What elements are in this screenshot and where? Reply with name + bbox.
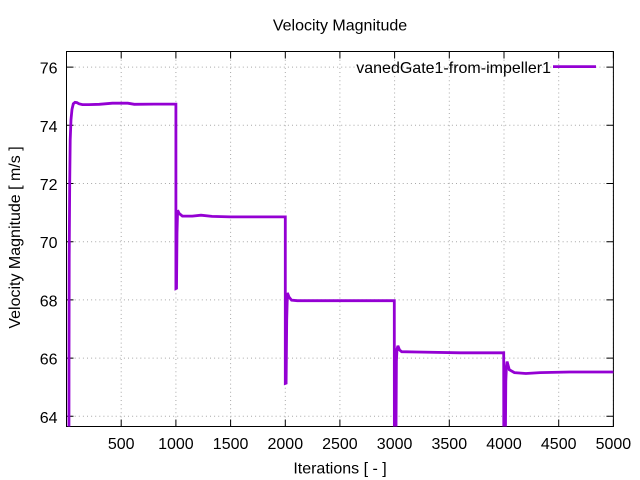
svg-text:3000: 3000	[377, 436, 413, 453]
svg-text:76: 76	[40, 61, 58, 78]
svg-text:500: 500	[108, 436, 135, 453]
svg-text:1000: 1000	[158, 436, 194, 453]
svg-text:4500: 4500	[541, 436, 577, 453]
svg-text:vanedGate1-from-impeller1: vanedGate1-from-impeller1	[356, 60, 551, 77]
svg-text:2500: 2500	[322, 436, 358, 453]
svg-text:64: 64	[40, 410, 58, 427]
svg-text:72: 72	[40, 177, 58, 194]
svg-text:Iterations [ - ]: Iterations [ - ]	[293, 461, 386, 478]
svg-text:Velocity Magnitude: Velocity Magnitude	[273, 18, 407, 35]
svg-text:5000: 5000	[596, 436, 632, 453]
svg-text:1500: 1500	[213, 436, 249, 453]
svg-text:74: 74	[40, 119, 58, 136]
svg-text:70: 70	[40, 235, 58, 252]
svg-text:68: 68	[40, 293, 58, 310]
svg-text:3500: 3500	[432, 436, 468, 453]
svg-text:Velocity Magnitude [ m/s ]: Velocity Magnitude [ m/s ]	[7, 146, 24, 328]
svg-text:66: 66	[40, 352, 58, 369]
svg-text:4000: 4000	[486, 436, 522, 453]
svg-text:2000: 2000	[268, 436, 304, 453]
